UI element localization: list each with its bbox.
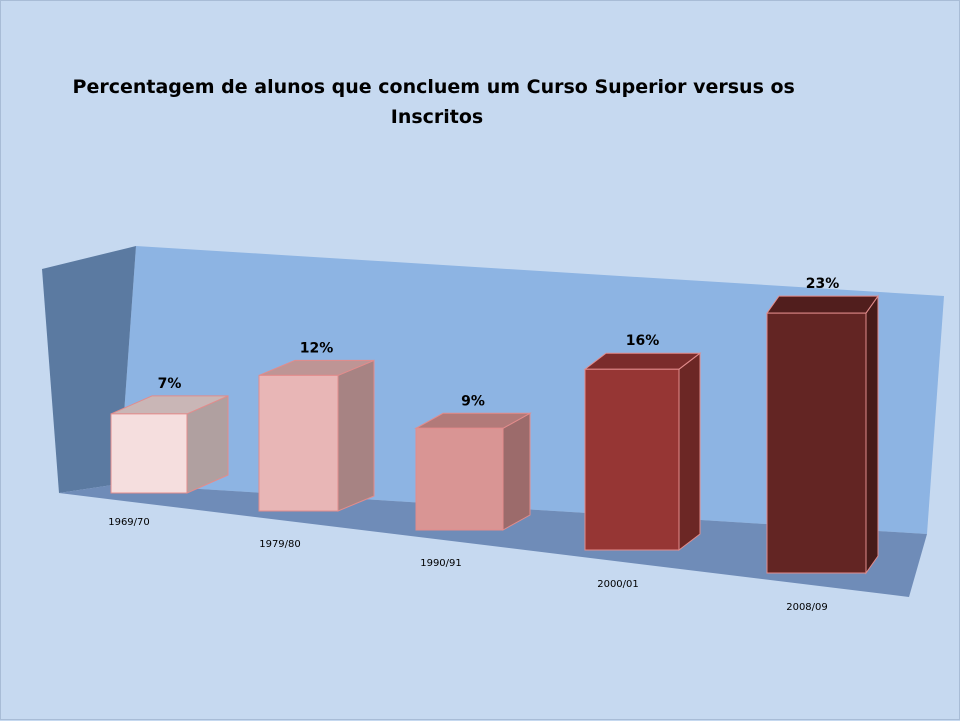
value-labels: 7% 12% 9% 16% 23% <box>158 276 840 409</box>
bars <box>110 294 879 575</box>
floor <box>59 484 927 597</box>
value-label: 9% <box>461 393 485 409</box>
chart-title-line-1: Percentagem de alunos que concluem um Cu… <box>73 76 795 98</box>
x-tick-label: 2000/01 <box>597 579 639 590</box>
chart-title: Percentagem de alunos que concluem um Cu… <box>73 76 802 128</box>
x-tick-labels: 1969/70 1979/80 1990/91 2000/01 2008/09 <box>108 517 828 613</box>
value-label: 23% <box>806 276 840 292</box>
bar-front <box>766 312 867 574</box>
bar-2008/09 <box>766 294 879 575</box>
bar-1969/70 <box>110 395 229 494</box>
x-tick-label: 1990/91 <box>420 558 462 569</box>
bar-1979/80 <box>258 359 375 512</box>
x-tick-label: 2008/09 <box>786 602 828 613</box>
x-tick-label: 1969/70 <box>108 517 150 528</box>
bar-2000/01 <box>583 352 702 552</box>
bar-top <box>766 295 879 314</box>
x-tick-label: 1979/80 <box>259 539 301 550</box>
bar-1990/91 <box>414 412 532 531</box>
value-label: 12% <box>300 340 334 356</box>
bar-side <box>337 359 375 512</box>
chart-title-line-2: Inscritos <box>391 106 484 128</box>
bar-side <box>678 352 701 552</box>
value-label: 16% <box>626 333 660 349</box>
bar-front <box>258 374 339 512</box>
value-label: 7% <box>158 376 182 392</box>
bar-side <box>502 412 531 531</box>
bar-front <box>584 368 680 551</box>
bar-front <box>415 427 504 531</box>
bar-side <box>865 294 879 575</box>
bar-top <box>583 352 702 370</box>
bar-front <box>110 413 188 494</box>
